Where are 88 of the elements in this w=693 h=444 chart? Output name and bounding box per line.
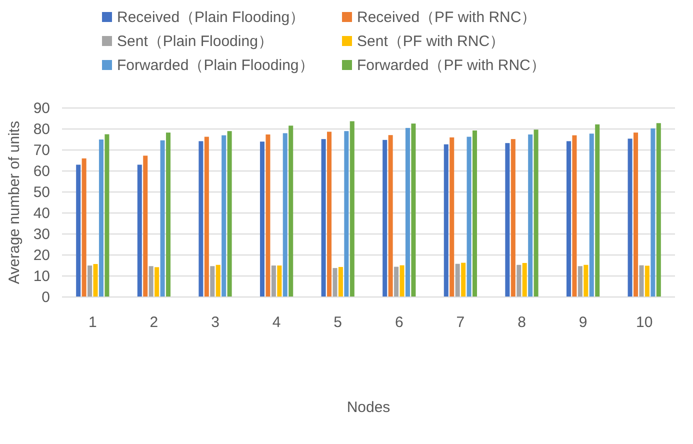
x-tick-label: 7 xyxy=(456,314,465,331)
bar xyxy=(350,121,354,297)
bar xyxy=(411,124,416,297)
x-tick-label: 3 xyxy=(211,314,220,331)
bar xyxy=(400,265,404,297)
y-tick-label: 30 xyxy=(33,226,50,243)
bar xyxy=(222,135,226,297)
y-axis-title: Average number of units xyxy=(6,120,23,284)
bar xyxy=(650,128,656,297)
x-tick-label: 10 xyxy=(636,314,653,331)
y-tick-label: 20 xyxy=(33,247,50,264)
bar xyxy=(82,158,86,297)
bar xyxy=(534,130,538,297)
bar xyxy=(450,137,454,297)
legend-label: Forwarded（PF with RNC） xyxy=(357,57,546,74)
bar xyxy=(644,266,650,297)
bar xyxy=(271,266,276,297)
bar xyxy=(160,140,165,297)
bar xyxy=(154,267,160,297)
bar xyxy=(93,264,98,297)
bar xyxy=(166,132,171,297)
y-tick-label: 0 xyxy=(42,289,50,306)
bar xyxy=(98,140,104,297)
bar xyxy=(216,264,220,297)
bar xyxy=(595,124,600,297)
bar xyxy=(472,130,478,297)
x-tick-label: 5 xyxy=(334,314,342,331)
bar xyxy=(321,139,326,297)
bar xyxy=(656,123,661,297)
bar xyxy=(344,131,349,297)
bar xyxy=(584,264,588,297)
bar xyxy=(382,140,388,297)
x-tick-label: 9 xyxy=(578,314,588,331)
bar xyxy=(572,135,577,297)
y-tick-label: 60 xyxy=(33,163,50,180)
bar xyxy=(522,262,527,297)
bar xyxy=(405,128,410,297)
bar xyxy=(444,144,448,297)
bar xyxy=(455,264,460,297)
legend-label: Received（Plain Flooding） xyxy=(117,9,305,26)
bar xyxy=(327,132,332,297)
x-tick-label: 4 xyxy=(272,314,281,331)
bar xyxy=(266,134,270,297)
legend-label: Sent（PF with RNC） xyxy=(357,33,505,50)
bar xyxy=(394,266,399,297)
legend-label: Sent（Plain Flooding） xyxy=(117,33,273,50)
bar xyxy=(198,141,204,297)
bar xyxy=(143,156,148,297)
x-tick-label: 8 xyxy=(518,314,526,331)
bar xyxy=(76,164,81,297)
bar xyxy=(628,138,632,297)
bar xyxy=(288,126,294,297)
bar xyxy=(277,266,282,297)
bar xyxy=(282,133,288,297)
y-tick-label: 10 xyxy=(33,268,50,285)
x-tick-label: 2 xyxy=(150,314,158,331)
bar xyxy=(260,142,265,297)
bar xyxy=(338,266,343,297)
bar xyxy=(639,265,644,297)
bar xyxy=(137,164,142,297)
bar xyxy=(466,136,472,297)
bar xyxy=(227,131,232,297)
y-tick-label: 50 xyxy=(33,184,50,201)
y-tick-label: 90 xyxy=(33,100,50,117)
bar xyxy=(505,143,510,297)
bar xyxy=(528,134,533,297)
x-tick-label: 6 xyxy=(394,314,404,331)
y-tick-label: 80 xyxy=(33,121,50,138)
bar xyxy=(516,264,522,297)
bar xyxy=(566,141,572,297)
y-tick-label: 70 xyxy=(33,142,50,159)
y-tick-label: 40 xyxy=(33,205,50,222)
bar xyxy=(204,136,209,297)
bar xyxy=(148,266,154,297)
x-tick-label: 1 xyxy=(88,314,97,331)
bar xyxy=(634,132,638,297)
bar xyxy=(332,268,338,297)
legend-label: Forwarded（Plain Flooding） xyxy=(117,57,314,74)
bar xyxy=(578,266,582,297)
bar xyxy=(589,134,594,297)
bar xyxy=(210,266,215,297)
bar xyxy=(388,135,393,297)
x-axis-title: Nodes xyxy=(346,399,390,416)
bar xyxy=(104,134,110,297)
bar xyxy=(461,262,466,297)
bar xyxy=(88,266,92,297)
legend-label: Received（PF with RNC） xyxy=(357,9,536,26)
bar xyxy=(510,139,516,297)
